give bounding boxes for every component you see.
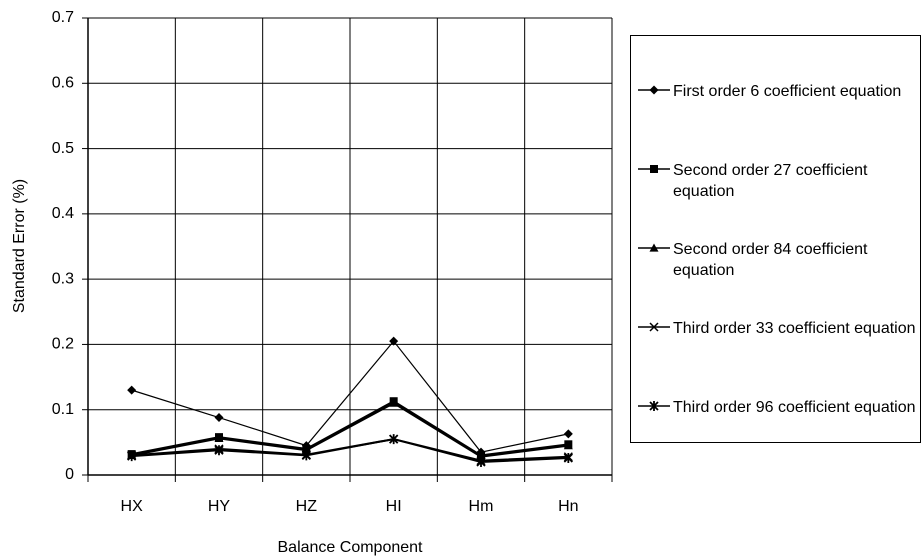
y-tick-label: 0.3 [52, 270, 74, 287]
y-tick-label: 0.2 [52, 336, 74, 353]
legend-swatch [638, 165, 670, 173]
legend-swatch [638, 322, 670, 332]
marker [127, 385, 137, 395]
marker [214, 433, 224, 443]
y-tick-label: 0.4 [52, 205, 74, 222]
marker [301, 450, 311, 461]
x-tick-label: HI [386, 498, 402, 515]
marker [563, 429, 573, 439]
legend: First order 6 coefficient equation Second… [630, 35, 921, 443]
series-line [131, 400, 569, 457]
y-tick-label: 0 [65, 466, 74, 483]
y-tick-label: 0.5 [52, 140, 74, 157]
y-tick-label: 0.1 [52, 401, 74, 418]
marker [389, 336, 399, 346]
marker [214, 413, 224, 423]
marker [649, 243, 659, 252]
x-axis-label: Balance Component [278, 539, 424, 556]
x-tick-label: Hn [558, 498, 578, 515]
marker [214, 445, 224, 456]
legend-label: Third order 33 coefficient equation [673, 320, 916, 337]
marker [563, 453, 573, 464]
marker [649, 401, 659, 411]
legend-label: First order 6 coefficient equation [673, 83, 902, 100]
marker [563, 441, 573, 450]
series-line [131, 340, 569, 453]
series-line [131, 438, 569, 463]
marker [389, 398, 399, 407]
legend-swatch [638, 85, 670, 95]
marker [649, 322, 659, 332]
legend-label: Second order 84 coefficient equation [673, 241, 868, 279]
legend-label: Second order 27 coefficient equation [673, 162, 868, 200]
marker [389, 434, 399, 445]
legend-swatch [638, 401, 670, 411]
legend-swatch [638, 243, 670, 252]
x-tick-label: HX [121, 498, 144, 515]
y-axis-label: Standard Error (%) [11, 179, 28, 313]
marker [650, 165, 658, 173]
series-line [131, 402, 569, 458]
x-tick-label: HY [208, 498, 231, 515]
marker [649, 85, 659, 95]
y-tick-label: 0.6 [52, 75, 74, 92]
y-tick-label: 0.7 [52, 9, 74, 26]
marker [476, 456, 486, 467]
legend-label: Third order 96 coefficient equation [673, 399, 916, 416]
x-tick-label: HZ [296, 498, 318, 515]
marker [127, 451, 137, 462]
x-tick-label: Hm [469, 498, 494, 515]
